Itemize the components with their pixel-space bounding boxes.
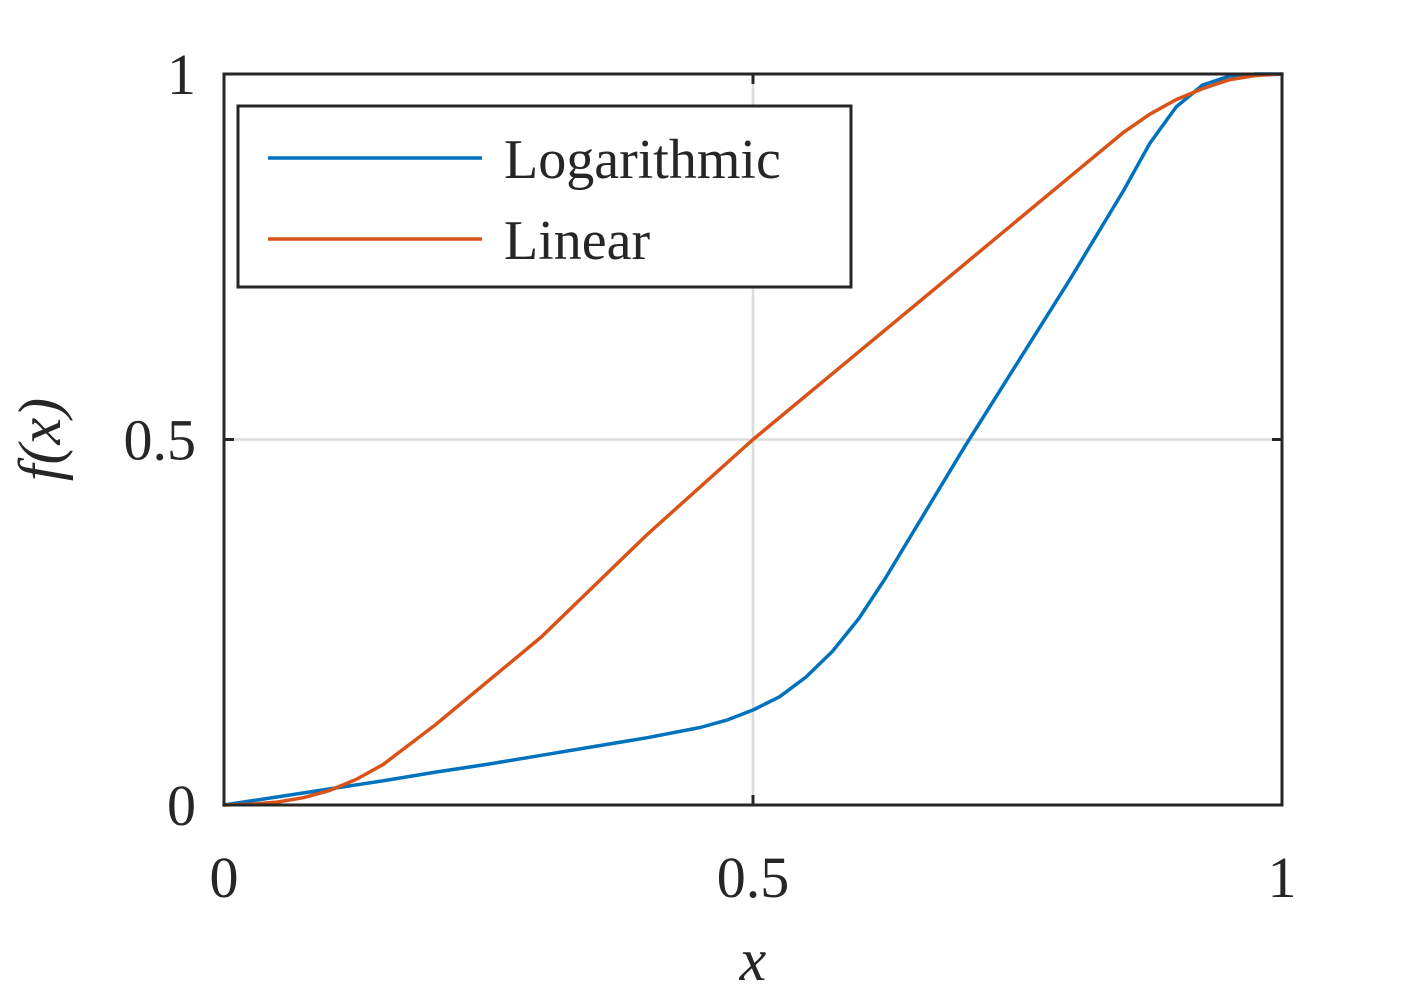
x-tick-label: 1 <box>1268 845 1297 910</box>
y-tick-label: 0.5 <box>124 408 197 473</box>
y-tick-label: 0 <box>167 773 196 838</box>
legend-label: Linear <box>504 210 650 272</box>
axis-ticks <box>222 72 1284 807</box>
tick-labels: 0 0.5 1 0 0.5 1 <box>124 42 1297 910</box>
legend-box <box>236 104 853 289</box>
x-tick-label: 0.5 <box>717 845 790 910</box>
x-axis-label: x <box>739 927 767 993</box>
legend: Logarithmic Linear <box>236 104 853 289</box>
series-line-logarithmic <box>222 72 1284 807</box>
series-line-linear <box>222 72 1284 807</box>
series-lines <box>222 72 1284 807</box>
legend-label: Logarithmic <box>504 129 781 191</box>
y-axis-label: f(x) <box>7 398 73 481</box>
x-tick-label: 0 <box>210 845 239 910</box>
y-tick-label: 1 <box>167 42 196 107</box>
